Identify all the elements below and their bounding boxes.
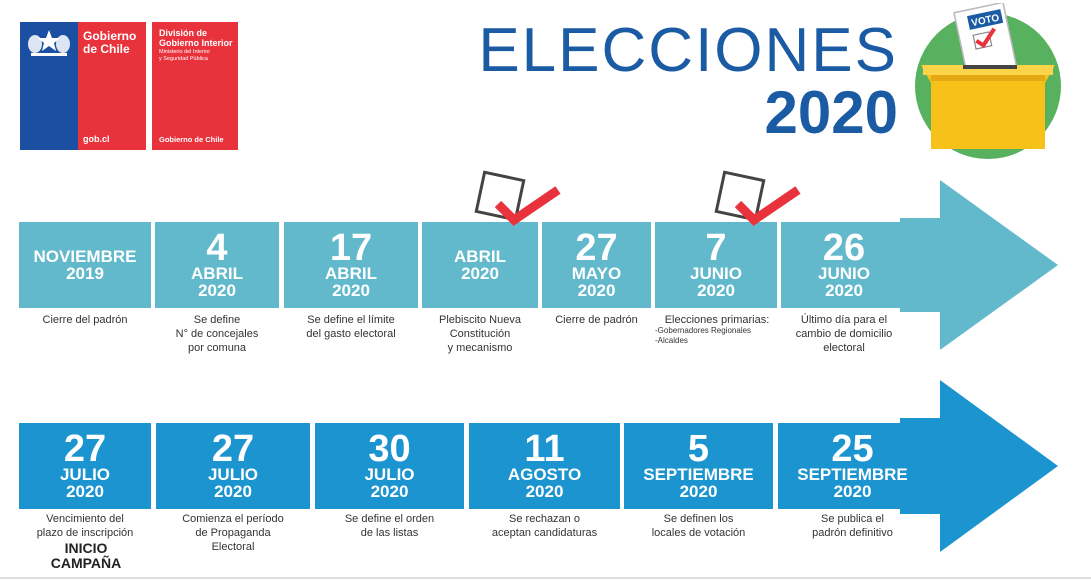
timeline-arrow-row2 — [900, 380, 1058, 552]
event-description: Se publica el padrón definitivo — [812, 513, 893, 539]
page-title: ELECCIONES — [478, 16, 898, 85]
timeline-box-6: 7 JUNIO 2020 — [655, 222, 777, 308]
event-description: Elecciones primarias: — [664, 314, 770, 326]
box-year: 2020 — [697, 280, 735, 300]
box-year: 2020 — [679, 481, 718, 501]
event-description: Se define el orden de las listas — [344, 513, 435, 539]
box-year: 2020 — [214, 481, 252, 501]
box-year: 2020 — [825, 280, 863, 300]
timeline-box-11: 11 AGOSTO 2020 — [469, 423, 620, 509]
checkmark-icon — [714, 170, 801, 226]
box-month: JUNIO — [690, 263, 742, 283]
gobierno-name: Gobierno de Chile — [83, 29, 137, 56]
box-day: 25 — [831, 427, 874, 470]
box-month: MAYO — [571, 263, 622, 283]
timeline-box-7: 26 JUNIO 2020 — [781, 222, 907, 308]
event-description: Se define N° de concejales por comuna — [175, 314, 259, 354]
timeline-box-13: 25 SEPTIEMBRE 2020 — [778, 423, 927, 509]
checkmark-icon — [474, 170, 561, 226]
box-month: AGOSTO — [507, 464, 582, 484]
event-description: Último día para el cambio de domicilio e… — [795, 314, 893, 354]
box-month: ABRIL — [325, 263, 377, 283]
gob-cl-text: gob.cl — [83, 134, 110, 144]
logo-red-panel: Gobierno de Chile gob.cl — [78, 22, 146, 150]
timeline-box-4: ABRIL 2020 — [422, 222, 538, 308]
timeline-box-9: 27 JULIO 2020 — [156, 423, 310, 509]
box-year: 2020 — [198, 280, 236, 300]
timeline-box-5: 27 MAYO 2020 — [542, 222, 651, 308]
ballot-box-icon: VOTO — [915, 3, 1061, 159]
box-month: ABRIL — [191, 263, 243, 283]
timeline-box-3: 17 ABRIL 2020 — [284, 222, 418, 308]
box-month: JULIO — [207, 464, 259, 484]
logo-blue-panel — [20, 22, 78, 150]
event-description: Se definen los locales de votación — [651, 513, 746, 539]
event-description: Vencimiento del plazo de inscripción — [36, 513, 134, 539]
page-title-year: 2020 — [764, 79, 898, 146]
box-day: 7 — [705, 226, 727, 269]
box-year: 2020 — [332, 280, 370, 300]
box-year: 2020 — [833, 481, 872, 501]
timeline-box-2: 4 ABRIL 2020 — [155, 222, 279, 308]
event-description: Comienza el período de Propaganda Electo… — [182, 513, 284, 553]
box-day: 4 — [206, 226, 228, 269]
box-day: 27 — [211, 427, 255, 470]
division-logo: División de Gobierno Interior Ministerio… — [152, 22, 238, 150]
chile-crest-icon — [28, 30, 70, 56]
box-month: SEPTIEMBRE — [643, 464, 754, 484]
box-day: 11 — [524, 427, 565, 470]
box-day: 27 — [575, 226, 618, 269]
campaign-start-label: INICIO CAMPAÑA — [50, 540, 122, 571]
event-description: Se define el límite del gasto electoral — [306, 314, 396, 340]
timeline-box-1: NOVIEMBRE 2019 — [19, 222, 151, 308]
division-title: División de Gobierno Interior — [159, 28, 233, 48]
timeline-box-12: 5 SEPTIEMBRE 2020 — [624, 423, 773, 509]
timeline-box-10: 30 JULIO 2020 — [315, 423, 464, 509]
box-month: JULIO — [364, 464, 415, 484]
event-description: Plebiscito Nueva Constitución y mecanism… — [439, 314, 521, 354]
event-description: Cierre de padrón — [555, 314, 638, 326]
box-year: 2020 — [525, 481, 564, 501]
timeline-arrow-row1 — [900, 180, 1058, 350]
box-day: 17 — [329, 226, 373, 269]
box-year: 2020 — [577, 280, 616, 300]
event-description: Cierre del padrón — [42, 314, 128, 326]
box-month: NOVIEMBRE — [33, 246, 137, 266]
box-month: JUNIO — [818, 263, 870, 283]
box-month: ABRIL — [454, 246, 506, 266]
box-day: 27 — [63, 427, 107, 470]
division-subtitle: Ministerio del Interior y Seguridad Públ… — [159, 49, 211, 62]
box-month: SEPTIEMBRE — [797, 464, 908, 484]
timeline-box-8: 27 JULIO 2020 — [19, 423, 151, 509]
box-month: JULIO — [59, 464, 111, 484]
box-day: 26 — [822, 226, 866, 269]
box-day: 30 — [368, 427, 411, 470]
box-day: 5 — [687, 427, 710, 470]
event-description: Se rechazan o aceptan candidaturas — [491, 513, 598, 539]
division-footer: Gobierno de Chile — [159, 135, 224, 144]
event-description-detail: -Gobernadores Regionales -Alcaldes — [655, 326, 752, 345]
box-year: 2020 — [66, 481, 104, 501]
box-year: 2019 — [66, 263, 104, 283]
box-year: 2020 — [370, 481, 409, 501]
gobierno-de-chile-logo: Gobierno de Chile gob.cl — [20, 22, 146, 150]
box-year: 2020 — [461, 263, 499, 283]
